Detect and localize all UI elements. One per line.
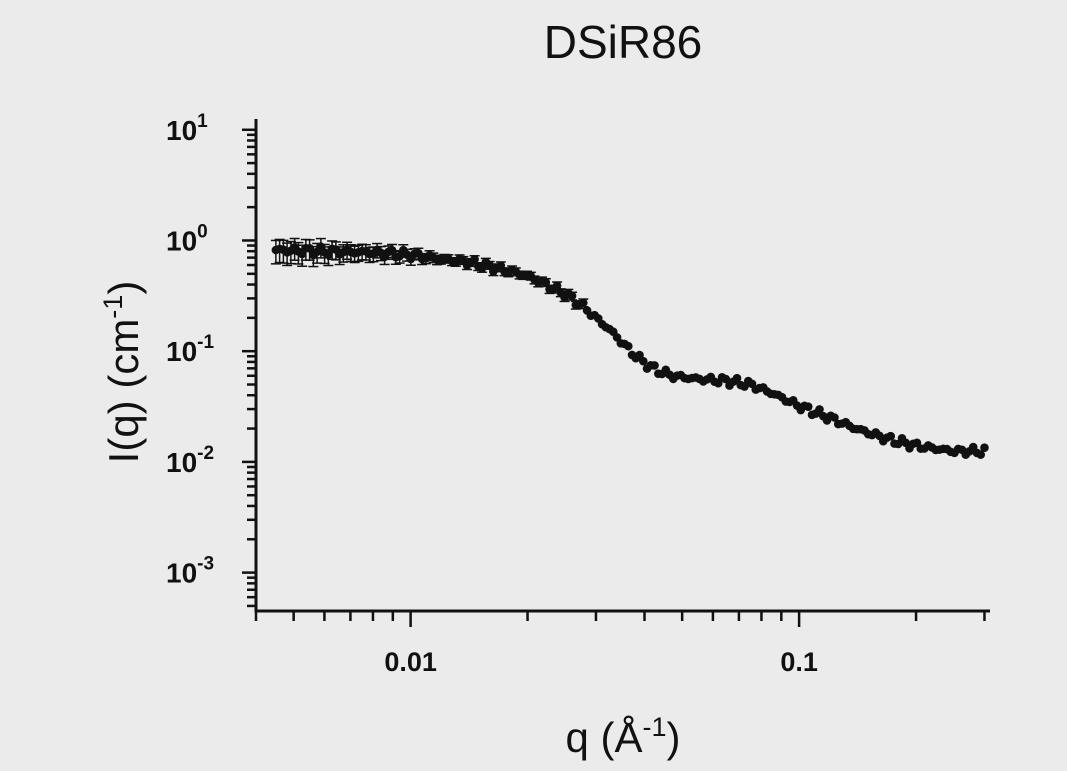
data-point <box>470 255 479 264</box>
data-point <box>623 341 633 351</box>
y-tick-label: 101 <box>166 111 208 146</box>
y-tick-label: 10-1 <box>166 332 214 367</box>
y-tick-label: 100 <box>166 221 208 256</box>
data-point <box>552 281 562 291</box>
data-point <box>830 413 839 422</box>
data-series <box>271 242 989 459</box>
data-point <box>815 405 824 414</box>
data-point <box>541 278 551 287</box>
chart-title: DSiR86 <box>544 16 703 68</box>
data-point <box>638 356 648 366</box>
data-point <box>980 443 989 453</box>
y-tick-label: 10-3 <box>166 554 214 589</box>
y-axis-label: I(q) (cm-1) <box>98 281 147 464</box>
data-point <box>886 431 896 441</box>
x-tick-label: 0.01 <box>384 647 437 677</box>
data-point <box>732 373 742 383</box>
data-point <box>567 291 577 301</box>
data-point <box>305 244 314 253</box>
data-point <box>721 374 731 384</box>
x-tick-label: 0.1 <box>780 647 818 677</box>
data-point <box>579 298 588 308</box>
axes: 101 100 10-1 10-2 10-3 0.01 0.1 <box>166 111 990 677</box>
data-point <box>485 260 494 270</box>
data-point <box>387 245 397 255</box>
data-point <box>803 402 813 411</box>
x-axis-label: q (Å-1) <box>565 712 680 761</box>
data-point <box>976 450 986 459</box>
data-point <box>650 361 659 370</box>
y-tick-label: 10-2 <box>166 443 214 478</box>
